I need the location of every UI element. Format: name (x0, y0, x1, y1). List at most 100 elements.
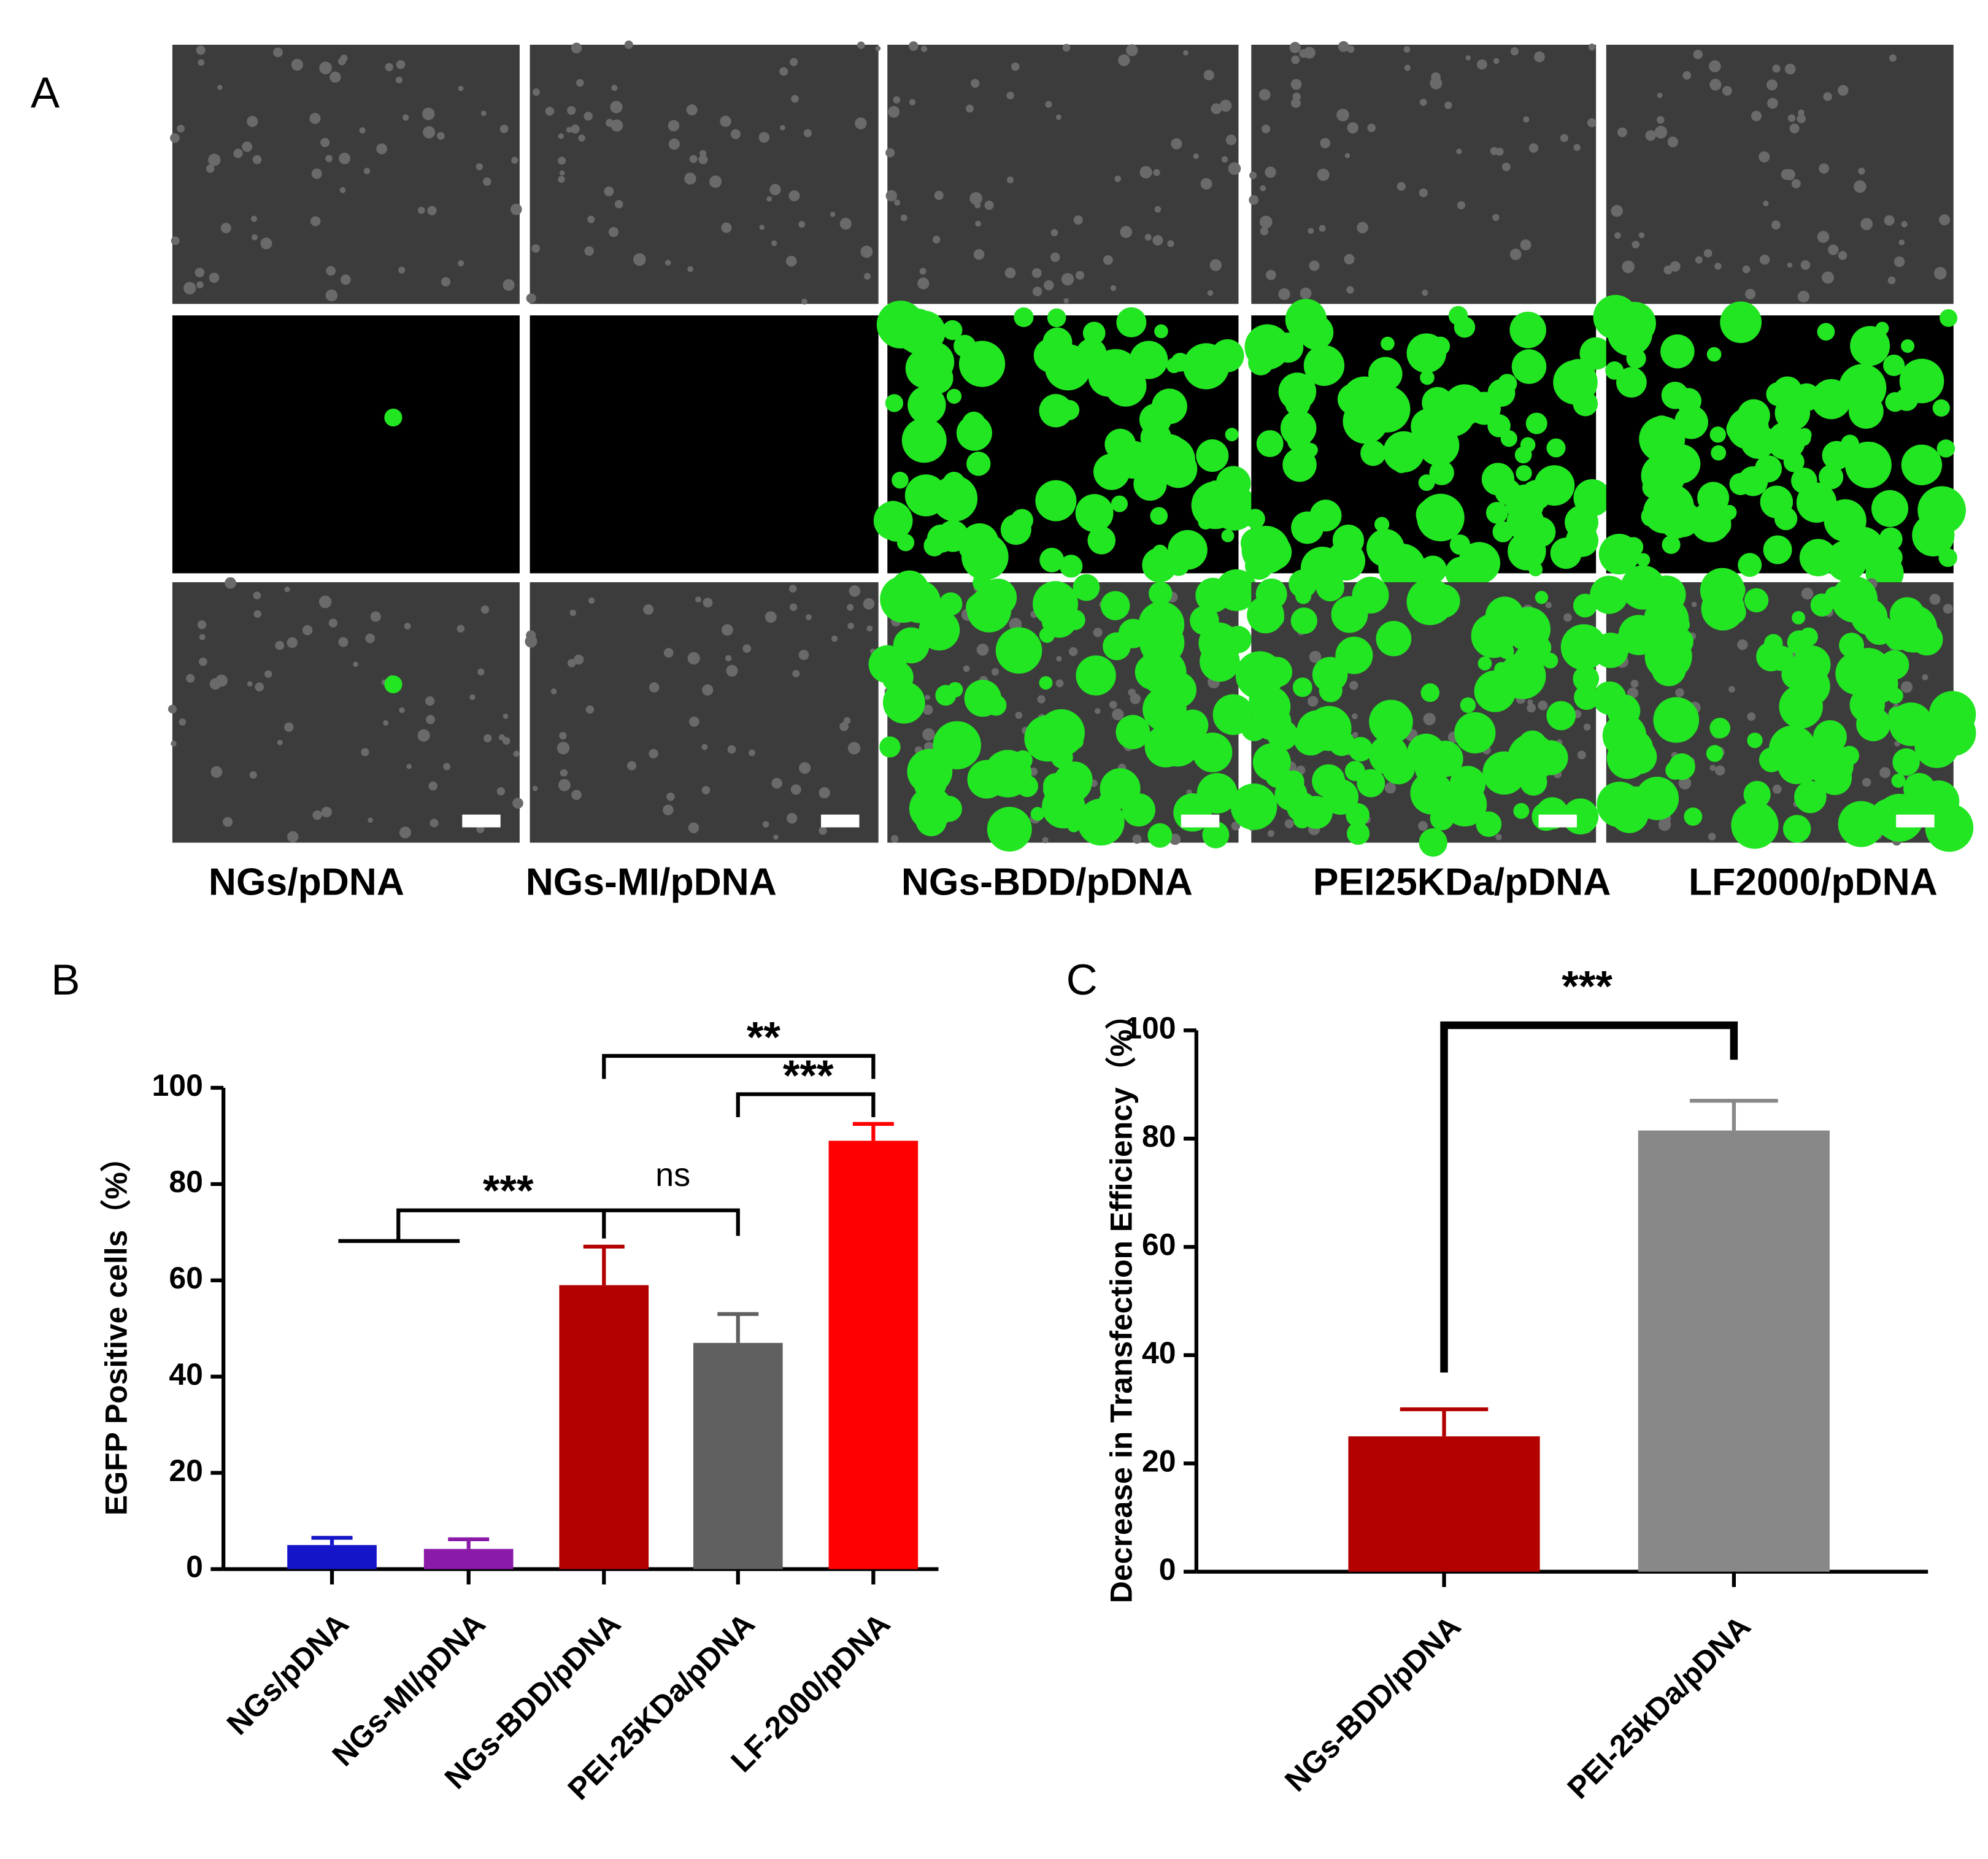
fluorescent-cell (1420, 683, 1440, 702)
fluorescent-cell (1047, 308, 1066, 328)
fluorescent-cell (1839, 633, 1865, 658)
cell (1267, 829, 1275, 837)
cell (1784, 63, 1796, 75)
cell (1771, 220, 1781, 230)
cell (1093, 628, 1103, 637)
cell (458, 85, 464, 91)
fluorescent-cell (1662, 535, 1681, 554)
fluorescent-cell (1822, 441, 1851, 470)
fluorescent-cell (1295, 588, 1312, 604)
fluorescent-cell (1419, 828, 1447, 857)
cell (890, 835, 899, 843)
cell (1249, 195, 1259, 205)
cell (1320, 137, 1331, 148)
cell (1759, 254, 1770, 265)
fluorescent-cell (1546, 701, 1576, 731)
fluorescent-cell (1516, 465, 1532, 482)
cell (198, 59, 205, 66)
cell (1351, 713, 1358, 720)
cell (1534, 51, 1545, 63)
cell (1709, 79, 1722, 91)
error-bar (583, 1244, 625, 1285)
cell (1922, 674, 1928, 681)
cell (688, 822, 699, 834)
fluorescent-cell (1357, 769, 1385, 798)
fluorescent-cell (1721, 504, 1737, 520)
cell (1055, 114, 1061, 120)
cell (337, 57, 346, 66)
fluorescent-cell (1366, 529, 1404, 567)
fluorescent-cell (1674, 405, 1708, 439)
cell (567, 659, 576, 668)
cell (587, 215, 595, 223)
cell (1061, 272, 1074, 286)
cell (1492, 214, 1500, 221)
scale-bar (1181, 814, 1220, 828)
fluorescent-cell (1337, 383, 1369, 415)
fluorescent-cell (1082, 321, 1106, 345)
cell (1630, 679, 1639, 688)
fluorescent-cell (1115, 715, 1150, 750)
micrograph (530, 582, 879, 843)
cell (611, 119, 623, 132)
fluorescent-cell (961, 533, 1009, 580)
fluorescent-cell (1835, 652, 1878, 695)
cell (1430, 77, 1443, 90)
cell (417, 207, 425, 214)
cell (1862, 778, 1871, 787)
fluorescent-cell (1887, 688, 1903, 704)
cell (1319, 225, 1326, 232)
cell (177, 125, 185, 133)
cell (766, 196, 772, 202)
cell (361, 748, 369, 756)
panel-label: A (31, 68, 60, 117)
fluorescent-cell (1211, 339, 1244, 372)
cell (1838, 85, 1849, 96)
scale-bar (821, 814, 860, 828)
cell (1112, 708, 1124, 721)
fluorescent-cell (927, 524, 955, 553)
cell (1798, 109, 1805, 116)
cell (574, 654, 584, 665)
cell (1207, 290, 1214, 296)
cell (1817, 231, 1830, 243)
fluorescent-cell (892, 471, 909, 489)
fluorescent-cell (1252, 743, 1291, 782)
cell (1338, 40, 1349, 52)
cell (242, 141, 253, 152)
fluorescent-cell (1289, 569, 1317, 598)
y-tick-label: 80 (1142, 1119, 1176, 1153)
cell (480, 605, 490, 614)
cell (722, 624, 733, 636)
fluorescent-cell (1144, 725, 1187, 768)
cell (1211, 103, 1222, 115)
cell (287, 831, 299, 843)
cell (584, 112, 593, 121)
x-tick-label: PEI-25kDa/pDNA (1561, 1609, 1757, 1805)
cell (1260, 185, 1266, 191)
cell (196, 45, 206, 55)
cell (771, 240, 777, 247)
fluorescent-cell (1711, 445, 1727, 461)
cell (302, 625, 313, 636)
cell (1617, 127, 1627, 137)
cell (171, 236, 180, 245)
cell (819, 826, 827, 835)
fluorescent-cell (1478, 656, 1492, 671)
cell (934, 190, 944, 200)
cell (480, 110, 487, 116)
error-bar (1690, 1098, 1778, 1131)
cell (1419, 98, 1427, 106)
cell (604, 186, 614, 196)
fluorescent-cell (1871, 490, 1909, 527)
fluorescent-cell (1255, 534, 1292, 571)
cell (558, 175, 565, 183)
fluorescent-cell (1039, 627, 1055, 643)
cell (482, 177, 491, 186)
cell (186, 674, 195, 683)
micrograph (530, 315, 879, 574)
fluorescent-cell (1077, 798, 1125, 846)
cell (339, 152, 350, 164)
cell (791, 94, 799, 103)
cell (1357, 221, 1368, 234)
